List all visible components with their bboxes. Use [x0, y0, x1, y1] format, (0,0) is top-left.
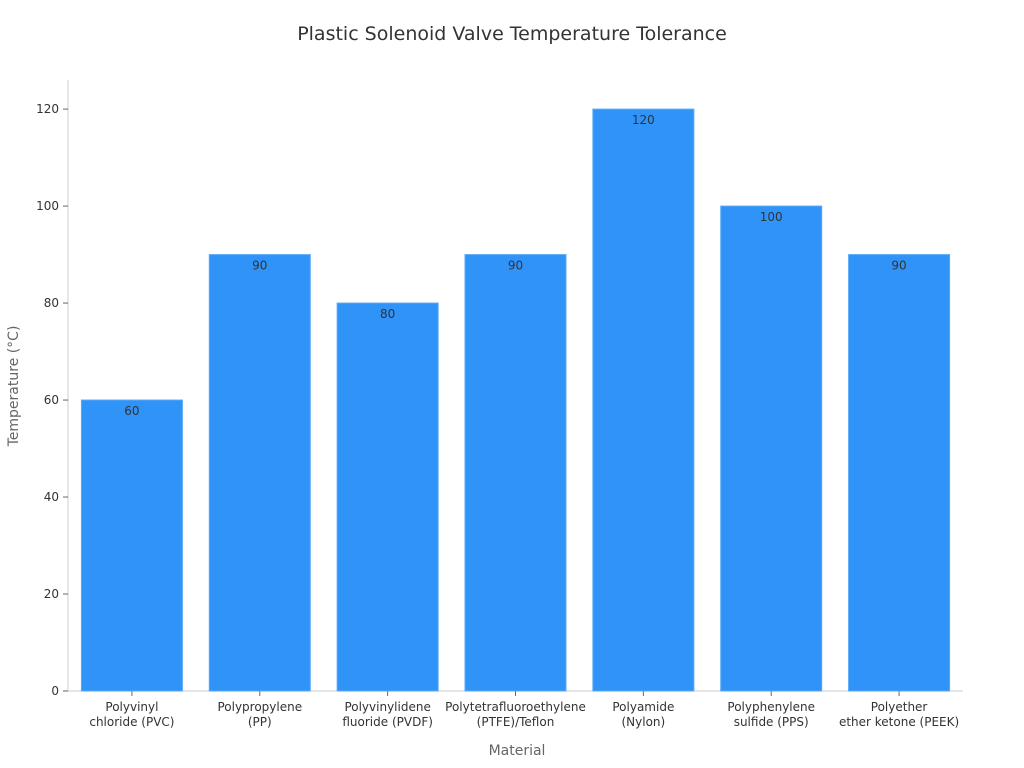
- x-tick-label: Polypropylene (PP): [217, 700, 302, 729]
- chart-title: Plastic Solenoid Valve Temperature Toler…: [297, 23, 727, 45]
- y-tick-label: 20: [44, 587, 59, 601]
- data-label: 60: [124, 404, 139, 418]
- data-label: 80: [380, 307, 395, 321]
- x-tick-label-line: fluoride (PVDF): [342, 715, 433, 729]
- x-tick-label-line: Polyvinyl: [105, 700, 158, 714]
- data-label: 100: [760, 210, 783, 224]
- x-tick-label: Polytetrafluoroethylene (PTFE)/Teflon: [445, 700, 586, 729]
- bar: [720, 205, 823, 692]
- bar: [336, 302, 439, 692]
- y-tick-label: 40: [44, 490, 59, 504]
- bar: [208, 254, 311, 692]
- data-label: 90: [252, 259, 267, 273]
- x-tick-label: Polyamide (Nylon): [612, 700, 674, 729]
- y-tick-label: 120: [36, 102, 59, 116]
- x-tick-label-line: Polyamide: [612, 700, 674, 714]
- x-tick-label: Polyvinyl chloride (PVC): [89, 700, 174, 729]
- x-tick-label-line: Polyphenylene: [727, 700, 815, 714]
- data-label: 90: [508, 259, 523, 273]
- y-axis-label: Temperature (°C): [6, 326, 22, 448]
- x-tick-label-line: (PP): [248, 715, 272, 729]
- data-label: 90: [891, 259, 906, 273]
- x-tick-label-line: Polyether: [871, 700, 928, 714]
- bar: [80, 399, 183, 692]
- bar: [848, 254, 951, 692]
- x-axis-label: Material: [489, 743, 546, 759]
- x-tick-label-line: ether ketone (PEEK): [839, 715, 959, 729]
- x-tick-label-line: Polypropylene: [217, 700, 302, 714]
- x-tick-label: Polyether ether ketone (PEEK): [839, 700, 959, 729]
- x-tick-label-line: (PTFE)/Teflon: [477, 715, 555, 729]
- data-label: 120: [632, 113, 655, 127]
- bar: [592, 108, 695, 692]
- x-tick-label-line: Polyvinylidene: [344, 700, 430, 714]
- y-tick-label: 100: [36, 199, 59, 213]
- bar: [464, 254, 567, 692]
- x-tick-label: Polyvinylidene fluoride (PVDF): [342, 700, 433, 729]
- x-tick-label: Polyphenylene sulfide (PPS): [727, 700, 815, 729]
- x-tick-label-line: Polytetrafluoroethylene: [445, 700, 586, 714]
- x-tick-label-line: chloride (PVC): [89, 715, 174, 729]
- y-tick-label: 80: [44, 296, 59, 310]
- y-tick-label: 60: [44, 393, 59, 407]
- x-tick-label-line: (Nylon): [621, 715, 665, 729]
- x-tick-label-line: sulfide (PPS): [734, 715, 809, 729]
- y-tick-label: 0: [51, 684, 59, 698]
